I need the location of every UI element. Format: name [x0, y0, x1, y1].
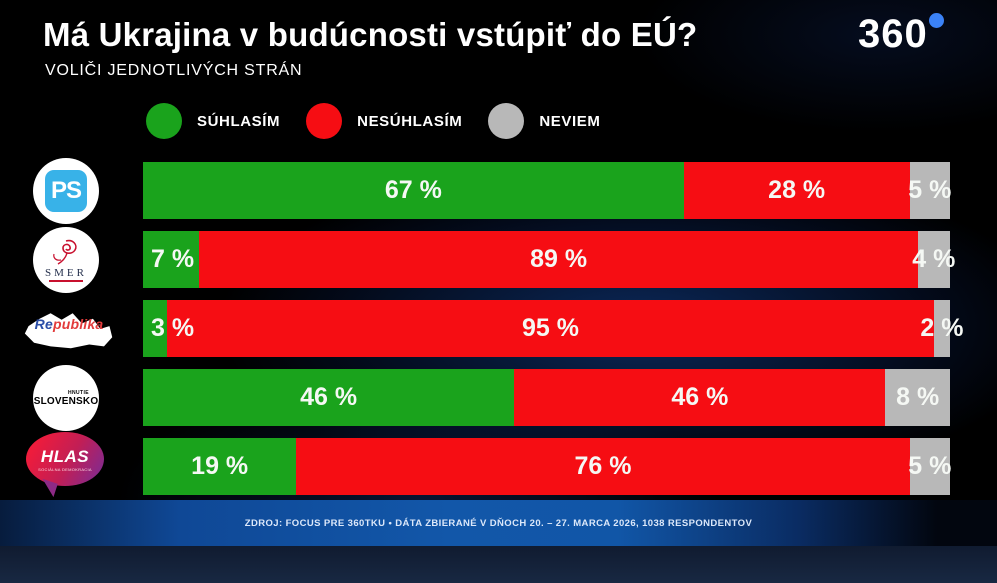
legend-item-agree: SÚHLASÍM: [146, 103, 280, 139]
percent-label: 5 %: [908, 452, 952, 480]
smer-logo-underline: [49, 280, 83, 282]
segment-disagree: 46 %: [514, 369, 886, 426]
bar-smer: 7 % 89 % 4 %: [143, 231, 956, 288]
stacked-bar-chart: PS 67 % 28 % 5 % SMER 7 % 89 % 4 %: [0, 158, 997, 507]
smer-rose-icon: [53, 239, 77, 265]
percent-label: 3 %: [151, 314, 194, 342]
chart-row-hlas: HLAS SOCIÁLNA DEMOKRACIA 19 % 76 % 5 %: [0, 432, 997, 495]
percent-label: 95 %: [522, 314, 580, 342]
slovakia-map-icon: [24, 313, 113, 349]
segment-unknown: 2 %: [920, 300, 964, 357]
legend-dot-green-icon: [146, 103, 182, 139]
chart-row-ps: PS 67 % 28 % 5 %: [0, 158, 997, 224]
percent-label: 19 %: [191, 452, 249, 480]
percent-label: 4 %: [912, 245, 956, 273]
percent-label: 46 %: [300, 383, 358, 411]
page-title: Má Ukrajina v budúcnosti vstúpiť do EÚ?: [43, 16, 698, 53]
segment-disagree: 76 %: [296, 438, 910, 495]
legend-item-unknown: NEVIEM: [488, 103, 600, 139]
percent-label: 5 %: [908, 176, 952, 204]
ps-logo-text: PS: [50, 177, 82, 204]
segment-agree: 46 %: [143, 369, 515, 426]
chart-row-slovensko: HNUTIE SLOVENSKO 46 % 46 % 8 %: [0, 365, 997, 431]
brand-blue-dot-icon: [928, 13, 944, 28]
slovensko-logo-text: SLOVENSKO: [33, 395, 99, 407]
source-text: ZDROJ: FOCUS PRE 360TKU • DÁTA ZBIERANÉ …: [244, 517, 753, 529]
segment-agree: 19 %: [143, 438, 297, 495]
segment-agree: 3 %: [143, 300, 194, 357]
legend-label: NESÚHLASÍM: [357, 112, 463, 130]
bar-hlas: 19 % 76 % 5 %: [143, 438, 952, 495]
legend-label: NEVIEM: [539, 112, 601, 130]
segment-unknown: 5 %: [908, 162, 952, 219]
party-logo-smer: SMER: [33, 227, 99, 293]
republika-text-re: Re: [34, 316, 53, 332]
legend-dot-gray-icon: [488, 103, 525, 139]
party-logo-hlas: HLAS SOCIÁLNA DEMOKRACIA: [26, 432, 106, 500]
percent-label: 8 %: [896, 383, 940, 411]
bar-slovensko: 46 % 46 % 8 %: [143, 369, 950, 426]
segment-agree: 67 %: [143, 162, 684, 219]
segment-unknown: 5 %: [908, 438, 952, 495]
smer-logo-text: SMER: [45, 267, 87, 279]
percent-label: 28 %: [768, 176, 826, 204]
legend-item-disagree: NESÚHLASÍM: [306, 103, 462, 139]
legend: SÚHLASÍM NESÚHLASÍM NEVIEM: [146, 103, 600, 139]
segment-disagree: 89 %: [199, 231, 918, 288]
legend-label: SÚHLASÍM: [197, 112, 281, 130]
percent-label: 46 %: [671, 383, 729, 411]
percent-label: 67 %: [384, 176, 442, 204]
brand-logo-360: 360: [858, 12, 944, 57]
source-band: ZDROJ: FOCUS PRE 360TKU • DÁTA ZBIERANÉ …: [0, 500, 997, 546]
brand-text: 360: [858, 12, 928, 56]
bar-ps: 67 % 28 % 5 %: [143, 162, 952, 219]
hlas-logo-small-text: SOCIÁLNA DEMOKRACIA: [38, 466, 92, 472]
republika-text-publika: publika: [52, 316, 104, 332]
hlas-speech-bubble-icon: HLAS SOCIÁLNA DEMOKRACIA: [26, 432, 104, 486]
percent-label: 7 %: [151, 245, 195, 273]
legend-dot-red-icon: [306, 103, 343, 139]
republika-logo-text: Republika: [23, 316, 115, 332]
hlas-logo-text: HLAS: [40, 446, 90, 466]
slovensko-logo-small-text: HNUTIE: [67, 389, 89, 396]
party-logo-republika: Republika: [23, 302, 115, 354]
chart-row-republika: Republika 3 % 95 % 2 %: [0, 300, 997, 357]
bottom-strip: [0, 546, 997, 583]
segment-unknown: 4 %: [912, 231, 956, 288]
bar-republika: 3 % 95 % 2 %: [143, 300, 964, 357]
chart-row-smer: SMER 7 % 89 % 4 %: [0, 227, 997, 293]
percent-label: 76 %: [574, 452, 632, 480]
segment-disagree: 28 %: [683, 162, 910, 219]
party-logo-ps: PS: [33, 158, 99, 224]
ps-logo-icon: PS: [45, 170, 87, 212]
party-logo-slovensko: HNUTIE SLOVENSKO: [33, 365, 99, 431]
segment-unknown: 8 %: [885, 369, 950, 426]
percent-label: 2 %: [920, 314, 964, 342]
segment-disagree: 95 %: [167, 300, 934, 357]
segment-agree: 7 %: [143, 231, 200, 288]
page-subtitle: VOLIČI JEDNOTLIVÝCH STRÁN: [45, 62, 303, 79]
percent-label: 89 %: [530, 245, 588, 273]
